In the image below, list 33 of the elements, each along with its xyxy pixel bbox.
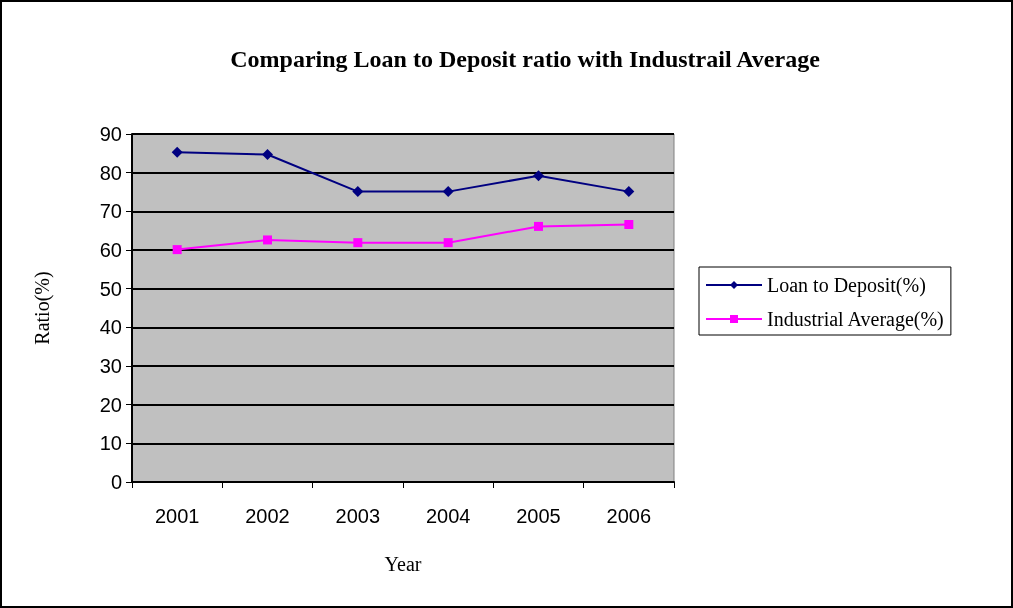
legend-label: Loan to Deposit(%) bbox=[767, 274, 926, 297]
point bbox=[353, 238, 363, 248]
x-tick-label: 2001 bbox=[154, 505, 200, 527]
x-tick-label: 2003 bbox=[335, 505, 381, 527]
y-tick-label: 40 bbox=[99, 316, 122, 339]
point bbox=[263, 235, 272, 245]
point bbox=[262, 148, 273, 160]
point bbox=[624, 219, 634, 229]
point bbox=[171, 146, 183, 158]
legend-label: Industrial Average(%) bbox=[767, 308, 944, 331]
y-tick-label: 50 bbox=[99, 277, 122, 300]
x-tick-label: 2006 bbox=[606, 505, 652, 527]
point bbox=[352, 186, 364, 198]
chart-title: Comparing Loan to Deposit ratio with Industrail Average bbox=[230, 46, 821, 72]
x-tick-label: 2002 bbox=[245, 505, 290, 527]
y-tick-label: 70 bbox=[99, 200, 122, 223]
point bbox=[534, 221, 543, 231]
x-tick-label: 2005 bbox=[516, 505, 561, 527]
point bbox=[442, 186, 454, 198]
y-tick-label: 10 bbox=[99, 432, 122, 455]
y-tick-label: 0 bbox=[110, 471, 122, 493]
point bbox=[623, 186, 635, 198]
point bbox=[172, 245, 182, 255]
y-tick-label: 80 bbox=[99, 161, 122, 184]
y-axis-title: Ratio(%) bbox=[31, 271, 54, 345]
y-tick-label: 30 bbox=[99, 355, 122, 377]
point bbox=[533, 170, 544, 182]
x-axis-title: Year bbox=[384, 553, 422, 575]
point bbox=[443, 238, 453, 248]
x-tick-label: 2004 bbox=[425, 505, 471, 527]
y-tick-label: 90 bbox=[99, 123, 122, 145]
y-tick-label: 60 bbox=[99, 239, 122, 261]
y-tick-label: 20 bbox=[99, 393, 122, 416]
